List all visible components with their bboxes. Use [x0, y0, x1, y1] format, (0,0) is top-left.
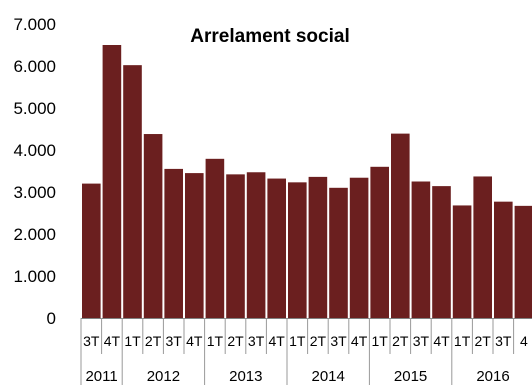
- y-tick-label: 6.000: [13, 57, 56, 76]
- bars: [82, 45, 532, 318]
- bar: [308, 176, 328, 318]
- bar: [329, 187, 348, 318]
- x-tick-label: 1T: [124, 333, 141, 349]
- bar: [143, 134, 163, 318]
- bar: [391, 133, 410, 318]
- x-tick-label: 2T: [310, 333, 327, 349]
- y-tick-label: 7.000: [13, 15, 56, 34]
- bar: [226, 174, 245, 318]
- y-tick-label: 2.000: [13, 225, 56, 244]
- y-tick-label: 4.000: [13, 141, 56, 160]
- x-tick-label: 2T: [227, 333, 244, 349]
- bar: [82, 183, 101, 318]
- chart-title: Arrelament social: [190, 26, 349, 47]
- bar: [349, 177, 369, 318]
- x-tick-label: 2T: [392, 333, 409, 349]
- x-tick-label: 4T: [186, 333, 203, 349]
- bar: [473, 176, 492, 318]
- x-tick-label: 3T: [330, 333, 347, 349]
- bar: [246, 172, 266, 318]
- bar: [123, 65, 142, 318]
- bar: [267, 178, 286, 318]
- x-tick-label: 4T: [104, 333, 121, 349]
- x-tick-label: 2T: [475, 333, 492, 349]
- x-tick-label: 1T: [372, 333, 389, 349]
- x-tick-label: 3T: [248, 333, 265, 349]
- x-tick-label: 4T: [351, 333, 368, 349]
- x-tick-label: 1T: [207, 333, 224, 349]
- bar: [452, 205, 472, 318]
- y-tick-label: 3.000: [13, 183, 56, 202]
- x-tick-label: 4T: [433, 333, 450, 349]
- year-label: 2012: [147, 368, 180, 385]
- bar: [164, 168, 183, 318]
- x-tick-label: 1T: [289, 333, 306, 349]
- bar: [411, 181, 431, 318]
- bar: [514, 205, 532, 318]
- y-tick-label: 5.000: [13, 99, 56, 118]
- year-label: 2014: [312, 368, 345, 385]
- x-axis: 3T 4T 1T 2T 3T 4T 1T 2T 3T 4T 1T 2T 3T 4T 1T 2T 3T 4T 1T 2T…: [80, 318, 532, 385]
- year-label: 2013: [229, 368, 262, 385]
- year-label: 2016: [476, 368, 509, 385]
- bar: [102, 45, 122, 318]
- x-tick-label: 2T: [145, 333, 162, 349]
- x-tick-label: 3T: [413, 333, 430, 349]
- bar: [432, 186, 451, 318]
- x-tick-label: 3T: [83, 333, 100, 349]
- x-tick-label: 3T: [166, 333, 183, 349]
- x-tick-label: 3T: [495, 333, 512, 349]
- y-tick-label: 1.000: [13, 267, 56, 286]
- x-tick-label: 1T: [454, 333, 471, 349]
- y-tick-label: 0: [47, 309, 56, 328]
- year-label: 2015: [394, 368, 427, 385]
- x-tick-label: 4: [520, 333, 528, 349]
- bar: [205, 158, 225, 318]
- x-tick-label: 4T: [269, 333, 286, 349]
- bar: [185, 173, 204, 318]
- year-label: 2011: [85, 368, 117, 385]
- bar: [494, 201, 513, 318]
- bar: [370, 166, 389, 318]
- bar: [288, 182, 307, 318]
- y-axis: 0 1.000 2.000 3.000 4.000 5.000 6.000 7.000: [13, 15, 56, 328]
